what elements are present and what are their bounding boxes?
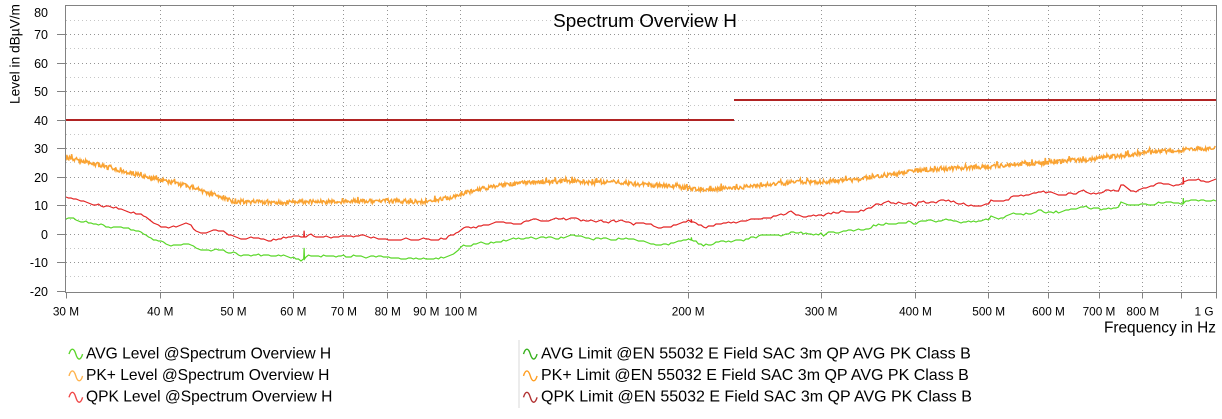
svg-text:60 M: 60 M [280, 305, 306, 319]
svg-text:600 M: 600 M [1032, 305, 1065, 319]
svg-text:PK+ Limit @EN 55032 E Field SA: PK+ Limit @EN 55032 E Field SAC 3m QP AV… [541, 367, 969, 384]
svg-text:QPK Limit @EN 55032 E Field SA: QPK Limit @EN 55032 E Field SAC 3m QP AV… [541, 389, 972, 406]
svg-text:50: 50 [34, 85, 48, 99]
svg-text:70: 70 [34, 28, 48, 42]
svg-text:0: 0 [41, 228, 48, 242]
svg-text:40: 40 [34, 114, 48, 128]
svg-text:30 M: 30 M [53, 305, 79, 319]
svg-text:200 M: 200 M [672, 305, 705, 319]
svg-text:QPK Level @Spectrum Overview H: QPK Level @Spectrum Overview H [86, 389, 332, 406]
svg-text:AVG Limit @EN 55032 E Field SA: AVG Limit @EN 55032 E Field SAC 3m QP AV… [541, 345, 971, 362]
svg-text:80: 80 [34, 6, 48, 20]
svg-text:70 M: 70 M [331, 305, 357, 319]
svg-text:-10: -10 [30, 256, 48, 270]
svg-text:800 M: 800 M [1126, 305, 1159, 319]
svg-text:20: 20 [34, 171, 48, 185]
svg-text:90 M: 90 M [413, 305, 439, 319]
svg-text:PK+ Level @Spectrum Overview H: PK+ Level @Spectrum Overview H [86, 367, 329, 384]
svg-text:Spectrum Overview H: Spectrum Overview H [553, 11, 737, 32]
svg-text:100 M: 100 M [445, 305, 478, 319]
svg-text:500 M: 500 M [972, 305, 1005, 319]
svg-text:1 G: 1 G [1194, 305, 1213, 319]
svg-text:Level in dBµV/m: Level in dBµV/m [8, 4, 23, 104]
svg-text:40 M: 40 M [147, 305, 173, 319]
svg-text:10: 10 [34, 199, 48, 213]
svg-text:30: 30 [34, 142, 48, 156]
svg-text:400 M: 400 M [899, 305, 932, 319]
svg-text:AVG Level @Spectrum Overview H: AVG Level @Spectrum Overview H [86, 345, 331, 362]
svg-text:Frequency in Hz: Frequency in Hz [1104, 320, 1216, 337]
svg-text:50 M: 50 M [220, 305, 246, 319]
svg-text:80 M: 80 M [375, 305, 401, 319]
svg-text:700 M: 700 M [1083, 305, 1116, 319]
svg-text:300 M: 300 M [805, 305, 838, 319]
svg-text:-20: -20 [30, 285, 48, 299]
svg-text:60: 60 [34, 57, 48, 71]
